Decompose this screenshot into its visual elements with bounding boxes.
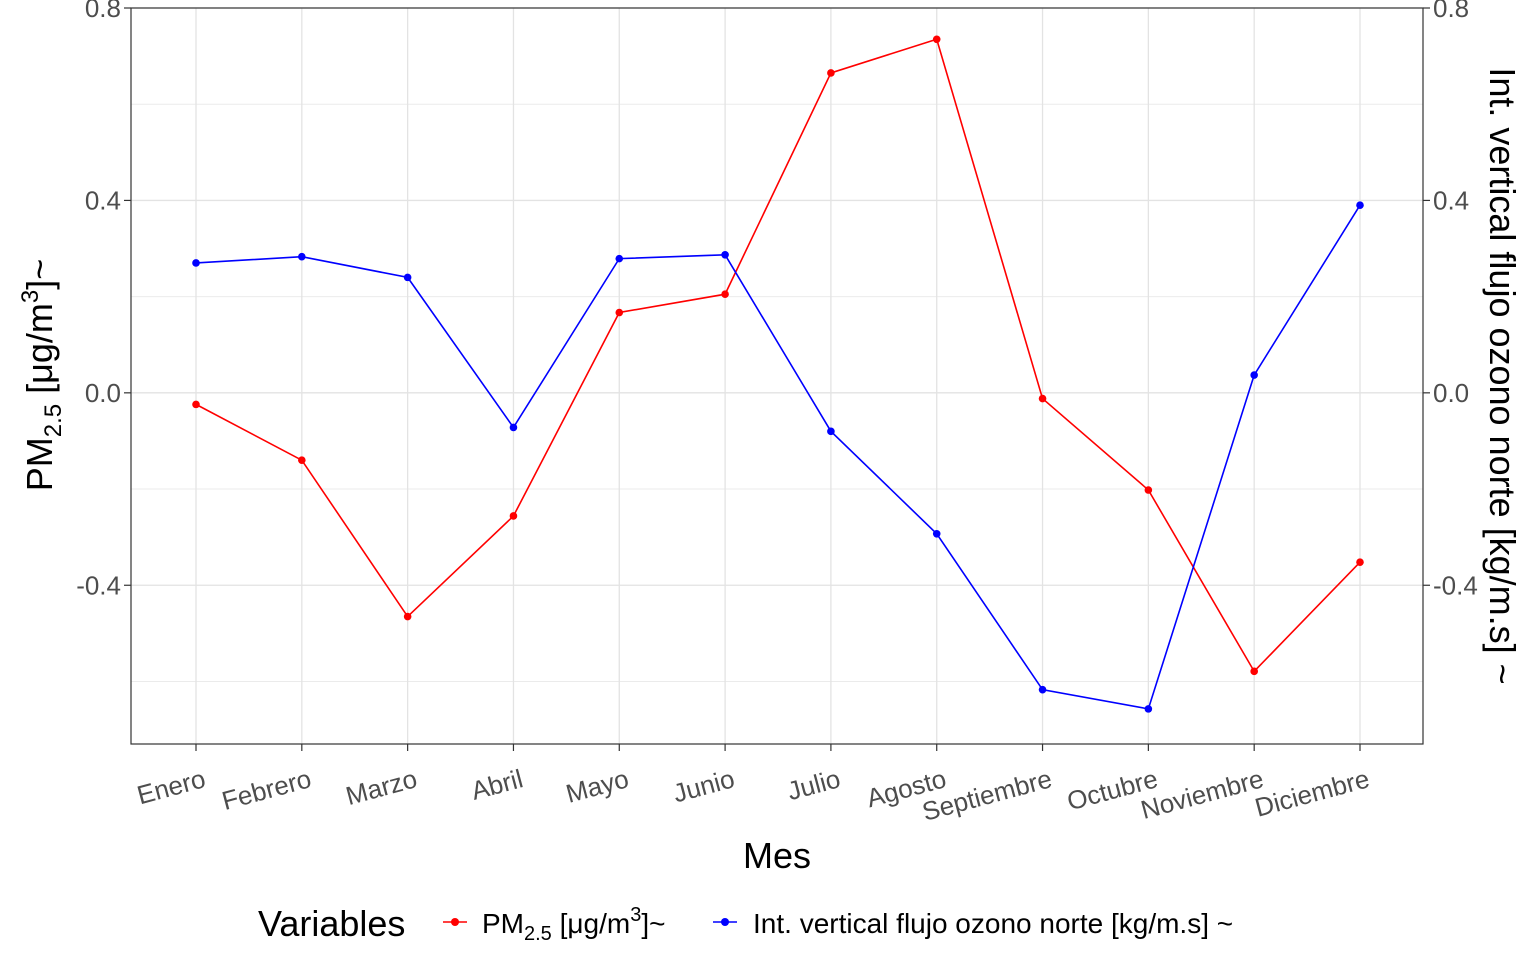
legend-label-1: Int. vertical flujo ozono norte [kg/m.s]… [753, 908, 1233, 939]
x-tick-label: Marzo [343, 763, 421, 811]
grid-minor [131, 103, 1423, 682]
legend-0-rest: [μg/m [552, 908, 630, 939]
data-point [827, 69, 835, 77]
data-point [192, 259, 200, 267]
y-right-tick-label: 0.8 [1433, 0, 1469, 23]
series-layer [192, 35, 1364, 713]
data-point [403, 273, 412, 282]
data-point [721, 290, 729, 299]
legend-key-point-0 [451, 918, 459, 926]
data-point [509, 512, 518, 520]
x-tick-label: Mayo [563, 763, 632, 808]
legend-0-end: ]~ [641, 908, 665, 939]
data-point [721, 250, 729, 259]
y-left-title-end: ]~ [19, 259, 60, 290]
y-right-axis-ticks: 0.8 0.4 0.0 -0.4 [1423, 0, 1478, 600]
legend-0-sub: 2.5 [524, 923, 552, 945]
x-tick-label: Febrero [219, 763, 315, 816]
y-left-tick-label: 0.8 [85, 0, 121, 23]
y-left-title-sup: 3 [17, 290, 44, 303]
x-tick-label: Julio [784, 763, 843, 806]
data-point [1250, 371, 1258, 379]
data-point [1144, 486, 1153, 494]
x-axis-ticks: Enero Febrero Marzo Abril Mayo Junio Julio Agos… [134, 744, 1373, 827]
data-point [298, 456, 306, 464]
x-tick-label: Enero [134, 763, 209, 810]
series-line-1 [195, 204, 1361, 710]
y-left-axis-title: PM2.5 [μg/m3]~ [17, 259, 67, 492]
data-point [932, 35, 941, 44]
y-right-tick-label: 0.0 [1433, 378, 1469, 408]
data-point [403, 612, 412, 621]
legend-0-sup: 3 [630, 904, 641, 926]
series-line-0 [195, 38, 1361, 673]
plot-border [130, 7, 1424, 745]
y-left-title-sub: 2.5 [40, 404, 67, 437]
legend-title: Variables [258, 903, 405, 944]
plot-background [131, 8, 1423, 744]
data-point [615, 254, 624, 263]
data-point [1250, 667, 1258, 676]
data-point [509, 423, 518, 432]
y-left-tick-label: 0.0 [85, 378, 121, 408]
y-right-tick-label: -0.4 [1433, 570, 1478, 600]
data-point [298, 252, 306, 261]
y-right-tick-label: 0.4 [1433, 185, 1469, 215]
data-point [1356, 558, 1364, 566]
data-point [192, 400, 200, 409]
data-point [615, 308, 624, 317]
x-axis-title: Mes [743, 835, 811, 876]
data-point [1144, 705, 1153, 713]
y-left-axis-ticks: 0.8 0.4 0.0 -0.4 [76, 0, 131, 600]
x-tick-label: Junio [670, 763, 738, 808]
legend-label-0: PM2.5 [μg/m3]~ [482, 904, 665, 945]
x-tick-label: Noviembre [1138, 763, 1267, 825]
data-point [827, 427, 835, 436]
legend-0-main: PM [482, 908, 524, 939]
data-point [1356, 201, 1364, 210]
legend: Variables PM2.5 [μg/m3]~ Int. vertical f… [258, 903, 1233, 945]
x-tick-label: Abril [468, 763, 526, 805]
legend-key-point-1 [721, 918, 729, 926]
y-left-title-rest: [μg/m [19, 303, 60, 404]
data-point [1038, 394, 1047, 403]
data-point [1038, 685, 1047, 694]
data-point [932, 529, 941, 538]
x-tick-label: Diciembre [1252, 763, 1373, 822]
y-left-tick-label: -0.4 [76, 570, 121, 600]
y-left-title-main: PM [19, 437, 60, 491]
y-right-axis-title: Int. vertical flujo ozono norte [kg/m.s]… [1482, 67, 1523, 684]
y-left-tick-label: 0.4 [85, 185, 121, 215]
